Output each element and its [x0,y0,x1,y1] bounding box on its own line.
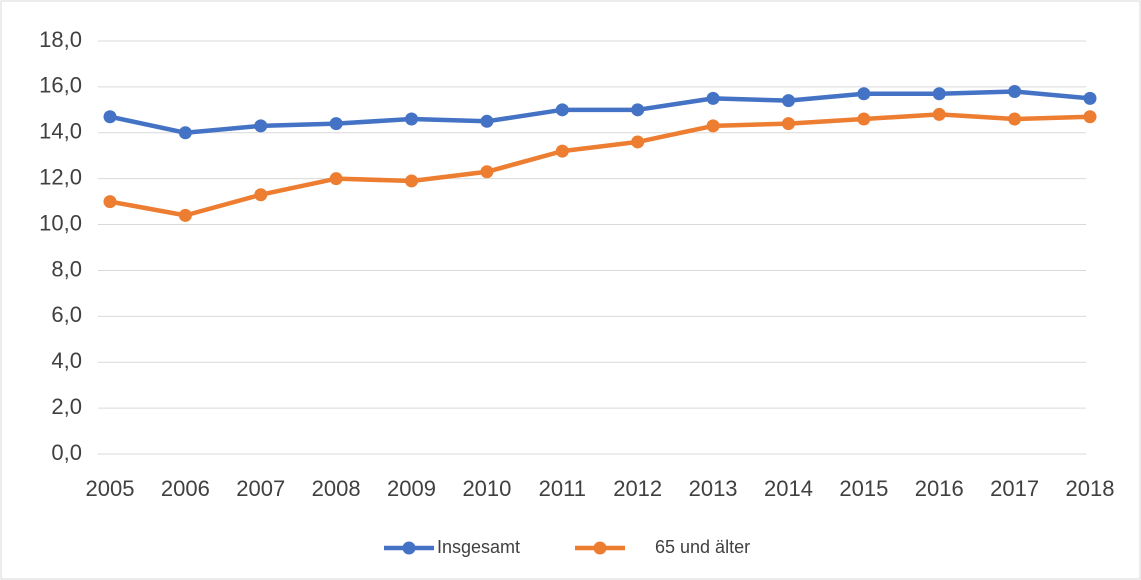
data-point [932,107,946,121]
data-point [329,172,343,186]
data-point [405,174,419,188]
x-tick-label: 2017 [990,476,1039,501]
data-point [178,208,192,222]
x-tick-label: 2008 [312,476,361,501]
legend-marker [593,541,607,555]
x-tick-label: 2009 [387,476,436,501]
x-tick-label: 2010 [462,476,511,501]
x-tick-label: 2006 [161,476,210,501]
y-tick-label: 8,0 [51,256,82,281]
legend-label: 65 und älter [655,537,750,557]
x-tick-label: 2015 [839,476,888,501]
data-point [781,117,795,131]
data-point [254,188,268,202]
data-point [1083,110,1097,124]
data-point [555,103,569,117]
data-point [480,165,494,179]
data-point [178,126,192,140]
series-line [109,89,1091,136]
y-tick-label: 14,0 [39,119,82,144]
y-tick-label: 10,0 [39,210,82,235]
data-point [631,103,645,117]
data-point [631,135,645,149]
series-line [109,112,1091,218]
data-point [706,91,720,105]
legend-label: Insgesamt [437,537,520,557]
data-point [555,144,569,158]
y-tick-label: 4,0 [51,348,82,373]
y-tick-label: 12,0 [39,164,82,189]
data-point [103,195,117,209]
y-tick-label: 18,0 [39,27,82,52]
data-point [1008,84,1022,98]
data-point [857,87,871,101]
data-point [1083,91,1097,105]
data-point [254,119,268,133]
data-point [329,117,343,131]
x-tick-label: 2014 [764,476,813,501]
x-tick-label: 2012 [613,476,662,501]
y-tick-label: 6,0 [51,302,82,327]
legend-marker [402,541,416,555]
data-point [781,94,795,108]
x-tick-label: 2018 [1066,476,1115,501]
data-point [1008,112,1022,126]
data-point [932,87,946,101]
y-tick-label: 0,0 [51,440,82,465]
y-tick-label: 2,0 [51,394,82,419]
x-tick-label: 2016 [915,476,964,501]
data-point [706,119,720,133]
x-tick-label: 2013 [689,476,738,501]
x-tick-label: 2007 [236,476,285,501]
data-point [857,112,871,126]
data-point [480,114,494,128]
x-tick-label: 2011 [539,476,586,501]
data-point [405,112,419,126]
data-point [103,110,117,124]
y-tick-label: 16,0 [39,73,82,98]
x-tick-label: 2005 [86,476,135,501]
